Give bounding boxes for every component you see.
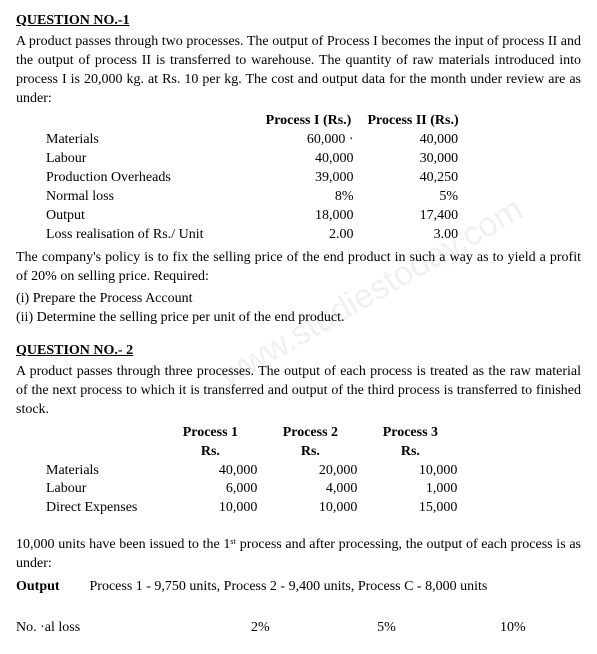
q2-cell: 10,000 (267, 499, 357, 518)
q2-rs-blank (46, 443, 167, 462)
q2-rs1: Rs. (167, 443, 267, 462)
table-row: Normal loss 8% 5% (46, 188, 473, 207)
q2-rs3: Rs. (367, 443, 467, 462)
q1-row-label: Labour (46, 150, 264, 169)
q2-output-label: Output (16, 578, 86, 597)
q2-loss-label: No. ·al loss (16, 615, 202, 638)
q1-heading: QUESTION NO.-1 (16, 12, 581, 31)
table-row: Materials 40,000 20,000 10,000 (46, 462, 467, 481)
q2-loss-p3: 10% (500, 620, 526, 635)
q2-loss-table: No. ·al loss 2% 5% 10% (16, 615, 581, 638)
q2-intro: A product passes through three processes… (16, 363, 581, 420)
table-row: Loss realisation of Rs./ Unit 2.00 3.00 (46, 226, 473, 245)
q2-output-line: Output Process 1 - 9,750 units, Process … (16, 578, 581, 597)
q2-loss-p1: 2% (251, 620, 270, 635)
q2-cell: 4,000 (267, 480, 357, 499)
table-row: Materials 60,000 · 40,000 (46, 131, 473, 150)
q2-row-label: Direct Expenses (46, 499, 167, 518)
table-row: Labour 6,000 4,000 1,000 (46, 480, 467, 499)
q1-col-blank (46, 112, 264, 131)
q1-cell: 8% (264, 188, 354, 207)
q2-cell: 20,000 (267, 462, 357, 481)
q1-row-label: Output (46, 207, 264, 226)
q1-cell: 40,250 (368, 169, 458, 188)
q1-policy: The company's policy is to fix the selli… (16, 249, 581, 287)
q2-rs2: Rs. (267, 443, 367, 462)
q1-row-label: Normal loss (46, 188, 264, 207)
q2-col3-header: Process 3 (367, 424, 467, 443)
q1-cell: 5% (368, 188, 458, 207)
q1-cell: 30,000 (368, 150, 458, 169)
q1-cell: 40,000 (264, 150, 354, 169)
q1-row-label: Materials (46, 131, 264, 150)
q1-col2-header: Process II (Rs.) (368, 112, 473, 131)
q2-cell: 1,000 (367, 480, 457, 499)
q2-units-para: 10,000 units have been issued to the 1ˢᵗ… (16, 536, 581, 574)
table-row: Production Overheads 39,000 40,250 (46, 169, 473, 188)
q2-col1-header: Process 1 (167, 424, 267, 443)
q1-cell: 60,000 · (264, 131, 354, 150)
table-row: Labour 40,000 30,000 (46, 150, 473, 169)
q2-col-blank (46, 424, 167, 443)
q2-cell: 10,000 (167, 499, 257, 518)
q2-table: Process 1 Process 2 Process 3 Rs. Rs. Rs… (46, 424, 467, 518)
q1-cell: 40,000 (368, 131, 458, 150)
q1-cell: 18,000 (264, 207, 354, 226)
q2-cell: 10,000 (367, 462, 457, 481)
q1-col1-header: Process I (Rs.) (264, 112, 368, 131)
q2-loss-p2: 5% (377, 620, 396, 635)
q2-col2-header: Process 2 (267, 424, 367, 443)
q2-output-text: Process 1 - 9,750 units, Process 2 - 9,4… (90, 579, 488, 594)
q1-cell: 2.00 (264, 226, 354, 245)
q2-cell: 15,000 (367, 499, 457, 518)
table-row: No. ·al loss 2% 5% 10% (16, 615, 581, 638)
q1-cell: 3.00 (368, 226, 458, 245)
q1-req1: (i) Prepare the Process Account (16, 290, 581, 309)
q1-req2: (ii) Determine the selling price per uni… (16, 309, 581, 328)
q1-cell: 17,400 (368, 207, 458, 226)
q1-table: Process I (Rs.) Process II (Rs.) Materia… (46, 112, 473, 244)
q1-row-label: Production Overheads (46, 169, 264, 188)
q2-heading: QUESTION NO.- 2 (16, 342, 581, 361)
q2-row-label: Labour (46, 480, 167, 499)
q1-row-label: Loss realisation of Rs./ Unit (46, 226, 264, 245)
q2-cell: 6,000 (167, 480, 257, 499)
table-row: Output 18,000 17,400 (46, 207, 473, 226)
table-row: Direct Expenses 10,000 10,000 15,000 (46, 499, 467, 518)
q1-cell: 39,000 (264, 169, 354, 188)
q1-intro: A product passes through two processes. … (16, 33, 581, 109)
q2-row-label: Materials (46, 462, 167, 481)
q2-cell: 40,000 (167, 462, 257, 481)
